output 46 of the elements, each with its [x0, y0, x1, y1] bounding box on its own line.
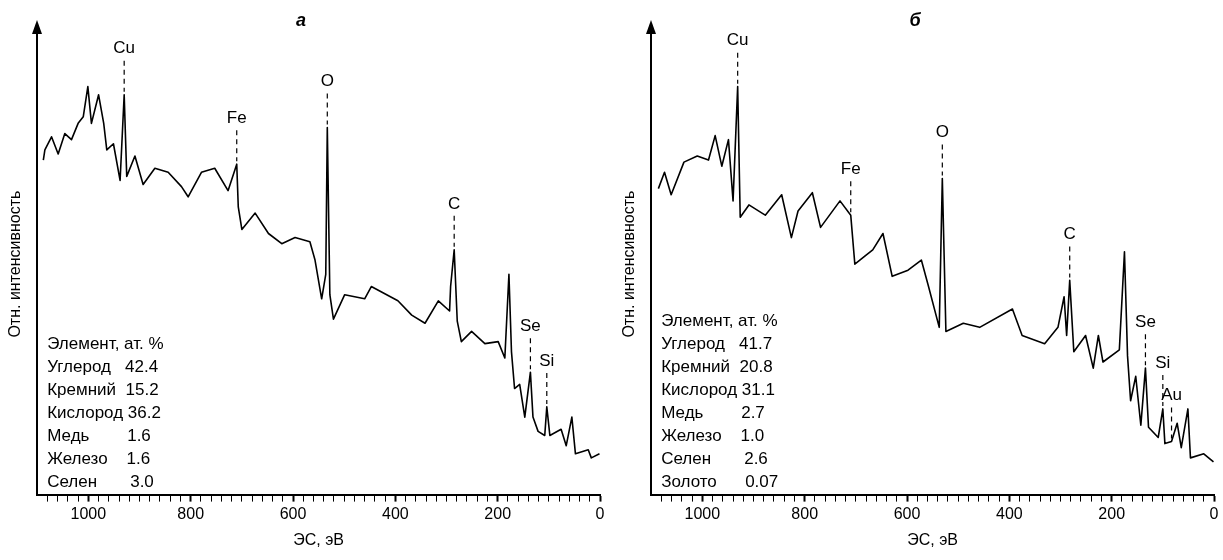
x-tick-label: 400	[995, 504, 1023, 522]
chart-title: а	[295, 9, 307, 30]
annotation: Cu	[113, 38, 136, 58]
annotation: Se	[1135, 311, 1156, 331]
annotation: Fe	[840, 158, 861, 178]
x-axis-title: ЭС, эВ	[907, 530, 958, 548]
annotation: Золото 0.07	[661, 471, 779, 491]
x-tick-label: 1000	[70, 504, 107, 522]
annotation: Элемент, ат. %	[661, 310, 778, 330]
annotation: Кремний 20.8	[661, 356, 773, 376]
x-tick-label: 1000	[684, 504, 721, 522]
annotation: Медь 2.7	[661, 402, 765, 422]
annotation: Железо 1.6	[47, 448, 151, 468]
annotation: O	[320, 71, 334, 91]
x-tick-label: 600	[279, 504, 307, 522]
annotation: Cu	[726, 30, 749, 50]
annotation: C	[448, 193, 461, 213]
x-tick-label: 400	[381, 504, 409, 522]
annotation: Углерод 42.4	[47, 356, 159, 376]
annotation: Se	[520, 315, 541, 335]
x-tick-label: 0	[1209, 504, 1219, 522]
x-tick-label: 800	[791, 504, 819, 522]
annotation: Кислород 36.2	[47, 402, 161, 422]
annotation: Кислород 31.1	[661, 379, 775, 399]
chart-title: б	[909, 9, 922, 30]
x-tick-label: 800	[177, 504, 205, 522]
x-tick-label: 200	[1098, 504, 1126, 522]
x-tick-label: 600	[893, 504, 921, 522]
annotation: Si	[539, 350, 555, 370]
y-axis-title: Отн. интенсивность	[6, 190, 24, 338]
annotation: Si	[1155, 352, 1171, 372]
annotation: Медь 1.6	[47, 425, 151, 445]
x-axis-title: ЭС, эВ	[293, 530, 344, 548]
annotation: C	[1063, 224, 1076, 244]
x-tick-label: 0	[595, 504, 605, 522]
x-tick-label: 200	[484, 504, 512, 522]
annotation: Углерод 41.7	[661, 333, 773, 353]
annotation: O	[935, 122, 949, 142]
annotation: Железо 1.0	[661, 425, 765, 445]
y-axis-title: Отн. интенсивность	[620, 190, 638, 338]
annotation: Кремний 15.2	[47, 379, 159, 399]
annotation: Элемент, ат. %	[47, 333, 164, 353]
annotation: Au	[1161, 385, 1182, 405]
annotation: Fe	[226, 107, 247, 127]
annotation: Селен 3.0	[47, 471, 154, 491]
annotation: Селен 2.6	[661, 448, 768, 468]
